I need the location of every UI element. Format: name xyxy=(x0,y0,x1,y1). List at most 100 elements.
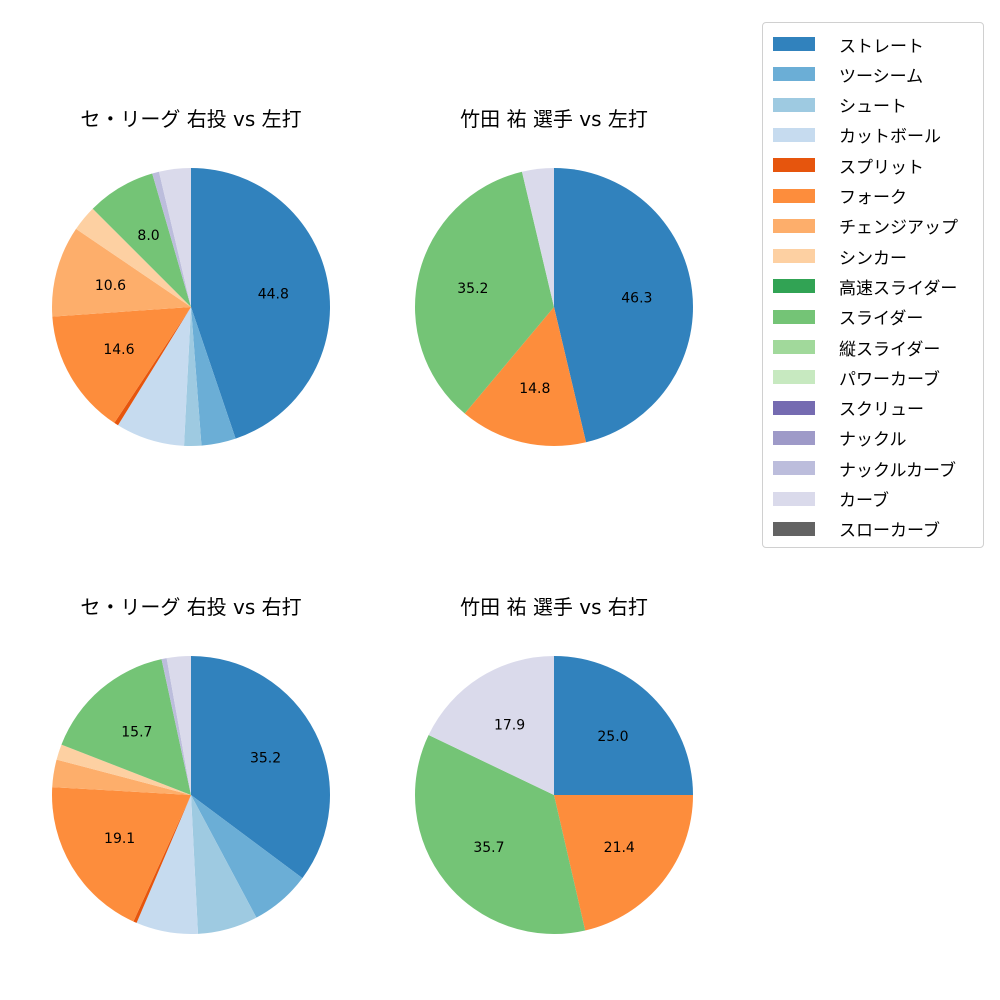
slice-value-label: 10.6 xyxy=(95,278,126,294)
legend-label: シンカー xyxy=(839,248,907,269)
legend: ストレートツーシームシュートカットボール スプリットフォークチェンジアップ シンカー… xyxy=(762,22,984,548)
legend-label: スクリュー xyxy=(839,400,924,421)
legend-item: ナックル xyxy=(773,427,907,451)
legend-swatch xyxy=(773,279,815,294)
legend-label: スローカーブ xyxy=(839,521,940,542)
slice-value-label: 14.8 xyxy=(519,381,550,397)
pie-slice xyxy=(428,656,554,795)
chart-title: 竹田 祐 選手 vs 右打 xyxy=(460,595,648,619)
slice-value-label: 35.7 xyxy=(473,840,504,856)
pie-slice xyxy=(554,168,694,443)
legend-label: カーブ xyxy=(839,491,889,511)
pie-slice xyxy=(191,795,257,934)
legend-swatch xyxy=(773,461,815,476)
pie-slice xyxy=(52,228,192,317)
legend-item: ナックルカーブ xyxy=(773,457,956,481)
legend-label: スライダー xyxy=(839,309,924,330)
pie-slice xyxy=(166,656,191,795)
legend-swatch xyxy=(773,430,815,445)
legend-label: ナックルカーブ xyxy=(839,460,956,481)
legend-label: パワーカーブ xyxy=(839,369,940,390)
legend-label: カットボール xyxy=(839,127,941,148)
legend-swatch xyxy=(773,521,815,536)
slice-value-label: 19.1 xyxy=(104,831,135,847)
legend-label: ツーシーム xyxy=(839,66,924,87)
legend-swatch xyxy=(773,370,815,385)
chart-title: 竹田 祐 選手 vs 左打 xyxy=(460,107,648,131)
legend-swatch xyxy=(773,340,815,354)
slice-value-label: 46.3 xyxy=(621,290,652,306)
legend-swatch xyxy=(773,127,815,142)
legend-item: パワーカーブ xyxy=(773,366,940,390)
legend-item: チェンジアップ xyxy=(773,215,958,239)
pie-slice xyxy=(161,658,191,795)
pie-slice xyxy=(415,171,554,414)
legend-item: 高速スライダー xyxy=(773,275,958,299)
legend-label: シュート xyxy=(839,97,907,118)
legend-label: スプリット xyxy=(839,157,924,178)
pie-slice xyxy=(158,168,191,307)
slice-value-label: 35.2 xyxy=(250,751,281,767)
chart-title: セ・リーグ 右投 vs 右打 xyxy=(80,595,302,619)
slice-value-label: 21.4 xyxy=(604,840,635,856)
legend-label: チェンジアップ xyxy=(839,218,958,239)
legend-item: シンカー xyxy=(773,245,907,269)
legend-swatch xyxy=(773,309,815,324)
pie-slice xyxy=(184,307,202,447)
legend-item: 縦スライダー xyxy=(773,336,941,360)
pie-slice xyxy=(114,307,191,426)
legend-swatch xyxy=(773,400,815,415)
slice-value-label: 14.6 xyxy=(103,342,134,358)
legend-swatch xyxy=(773,97,815,112)
legend-item: ツーシーム xyxy=(773,63,924,87)
pie-slice xyxy=(118,307,191,446)
pie-slice xyxy=(191,795,303,918)
pie-slice xyxy=(521,168,554,307)
pie-slice xyxy=(191,656,330,879)
legend-label: ナックル xyxy=(839,430,907,451)
slice-value-label: 8.0 xyxy=(137,228,159,244)
pie-slice xyxy=(191,168,331,439)
slice-value-label: 44.8 xyxy=(258,286,289,302)
legend-swatch xyxy=(773,249,815,264)
pie-slice xyxy=(92,173,191,307)
slice-value-label: 25.0 xyxy=(597,729,628,745)
pie-slice xyxy=(414,735,586,935)
pie-slice xyxy=(554,656,693,795)
pie-slice xyxy=(191,307,236,446)
legend-item: スプリット xyxy=(773,154,924,178)
legend-swatch xyxy=(773,158,815,173)
legend-swatch xyxy=(773,188,815,203)
pie-slice xyxy=(52,307,191,423)
pie-slice xyxy=(52,787,192,922)
legend-item: カーブ xyxy=(773,488,889,511)
slice-value-label: 15.7 xyxy=(121,725,152,741)
pie-slice xyxy=(52,759,191,795)
legend-item: シュート xyxy=(773,94,907,118)
legend-label: 縦スライダー xyxy=(839,339,941,360)
legend-item: スライダー xyxy=(773,306,924,330)
pie-slice xyxy=(152,171,191,307)
legend-label: ストレート xyxy=(839,36,924,57)
slice-value-label: 17.9 xyxy=(494,717,525,733)
legend-swatch xyxy=(773,491,815,506)
legend-swatch xyxy=(773,218,815,233)
legend-label: フォーク xyxy=(839,188,907,208)
legend-swatch xyxy=(773,67,815,82)
pie-slice xyxy=(133,795,191,923)
legend-swatch xyxy=(773,37,815,51)
legend-item: ストレート xyxy=(773,33,924,57)
pie-slice xyxy=(554,795,693,931)
pie-slice xyxy=(76,208,191,307)
slice-value-label: 35.2 xyxy=(457,281,488,297)
pie-slice xyxy=(61,659,192,795)
pie-slice xyxy=(56,744,191,795)
legend-item: カットボール xyxy=(773,124,941,148)
legend-item: スローカーブ xyxy=(773,518,940,542)
legend-label: 高速スライダー xyxy=(839,278,958,299)
pie-slice xyxy=(464,307,587,446)
